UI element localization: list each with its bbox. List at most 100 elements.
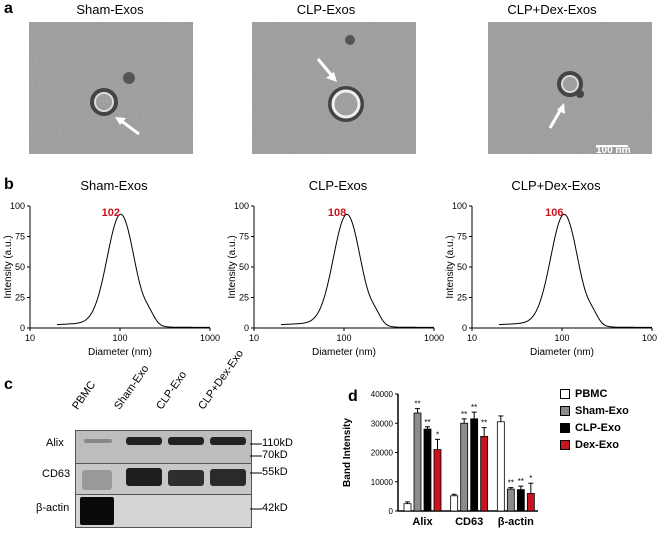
nta-ytick-label: 100 — [234, 201, 249, 211]
em-image-clpdex — [488, 22, 652, 154]
bar-sig-label: ** — [424, 418, 430, 427]
legend-label-clp: CLP-Exo — [575, 422, 621, 434]
bar-pbmc-2 — [496, 421, 505, 512]
bar-sig-label: ** — [518, 477, 524, 486]
nta-title-clpdex: CLP+Dex-Exos — [511, 178, 601, 193]
em-image-clp — [252, 22, 416, 154]
panel-label-d: d — [348, 388, 358, 405]
bar-category-label: β-actin — [498, 516, 534, 528]
nta-xtick-label: 10 — [249, 333, 259, 343]
wb-marker-42: 42kD — [262, 502, 288, 514]
nta-ytick-label: 0 — [244, 323, 249, 333]
nta-plot-1: 0 25 50 75 100 10 100 1000 Diameter (nm) Intensit… — [227, 201, 444, 358]
nta-title-clp: CLP-Exos — [308, 178, 368, 193]
nta-xtick-label: 10 — [467, 333, 477, 343]
nta-plot-0: 0 25 50 75 100 10 100 1000 Diameter (nm) Intensit… — [3, 201, 220, 358]
nta-xtick-label: 100 — [554, 333, 569, 343]
nta-ytick-label: 50 — [457, 262, 467, 272]
bar-dex-exo-1 — [480, 436, 489, 512]
nta-peak-label: 106 — [545, 207, 563, 219]
nta-ytick-label: 0 — [462, 323, 467, 333]
bar-ytick-label: 30000 — [371, 419, 394, 428]
bar-clp-exo-0 — [423, 428, 432, 512]
bar-sig-label: ** — [481, 419, 487, 428]
wb-row-actin: β-actin — [36, 502, 70, 514]
wb-lane-pbmc: PBMC — [70, 379, 99, 412]
bar-sig-label: * — [529, 474, 532, 483]
em-title-clpdex: CLP+Dex-Exos — [507, 2, 597, 17]
bar-ytick-label: 40000 — [371, 390, 394, 399]
bar-clp-exo-1 — [470, 418, 479, 512]
legend-item-sham: Sham-Exo — [560, 405, 629, 417]
nta-peak-label: 102 — [102, 207, 120, 219]
em-title-sham: Sham-Exos — [76, 2, 144, 17]
wb-lane-clp: CLP-Exo — [154, 369, 190, 412]
bar-sig-label: * — [436, 430, 439, 439]
bar-category-label: Alix — [412, 516, 433, 528]
nta-title-sham: Sham-Exos — [80, 178, 148, 193]
nta-xtick-label: 100 — [336, 333, 351, 343]
nta-ytick-label: 75 — [239, 232, 249, 242]
nta-ytick-label: 25 — [239, 293, 249, 303]
legend-swatch-pbmc — [560, 389, 570, 399]
wb-marker-110: 110kD — [262, 437, 293, 449]
legend-item-pbmc: PBMC — [560, 388, 607, 400]
nta-curve — [281, 213, 434, 328]
bar-ytick-label: 10000 — [371, 478, 394, 487]
legend-swatch-clp — [560, 423, 570, 433]
nta-ytick-label: 100 — [452, 201, 467, 211]
nta-ytick-label: 25 — [457, 293, 467, 303]
nta-xlabel: Diameter (nm) — [530, 347, 594, 358]
bar-sham-exo-1 — [460, 422, 469, 512]
wb-marker-ticks — [250, 443, 262, 510]
wb-blot-actin — [75, 494, 252, 528]
em-title-clp: CLP-Exos — [296, 2, 356, 17]
legend-label-dex: Dex-Exo — [575, 439, 620, 451]
bar-pbmc-0 — [403, 503, 412, 512]
wb-blot-alix — [75, 430, 252, 464]
bar-ytick-label: 20000 — [371, 449, 394, 458]
bar-category-label: CD63 — [455, 516, 483, 528]
em-scale-bar-label: 100 nm — [596, 145, 631, 156]
legend-label-sham: Sham-Exo — [575, 405, 629, 417]
nta-curve — [57, 213, 210, 328]
panel-label-a: a — [4, 0, 13, 17]
wb-row-cd63: CD63 — [42, 468, 71, 480]
nta-ytick-label: 25 — [15, 293, 25, 303]
em-image-sham — [29, 22, 193, 154]
bar-pbmc-1 — [450, 495, 459, 512]
bar-sig-label: ** — [461, 410, 467, 419]
wb-row-alix: Alix — [46, 437, 64, 449]
legend-item-clp: CLP-Exo — [560, 422, 621, 434]
nta-ylabel: Intensity (a.u.) — [227, 235, 238, 298]
bar-sig-label: ** — [414, 400, 420, 409]
legend-label-pbmc: PBMC — [575, 388, 608, 400]
nta-xtick-label: 100 — [112, 333, 127, 343]
nta-curve — [499, 213, 652, 328]
wb-blot-cd63 — [75, 463, 252, 495]
bar-sham-exo-0 — [413, 412, 422, 512]
nta-ytick-label: 100 — [10, 201, 25, 211]
bar-clp-exo-2 — [516, 489, 525, 512]
nta-plot-2: 0 25 50 75 100 10 100 1000 Diameter (nm) Intensit… — [445, 201, 657, 358]
bar-sig-label: ** — [471, 403, 477, 412]
nta-peak-label: 108 — [328, 207, 346, 219]
bar-ytick-label: 0 — [389, 507, 394, 516]
nta-ylabel: Intensity (a.u.) — [445, 235, 456, 298]
nta-ytick-label: 75 — [15, 232, 25, 242]
nta-xtick-label: 1000 — [200, 333, 220, 343]
nta-xlabel: Diameter (nm) — [88, 347, 152, 358]
nta-ytick-label: 75 — [457, 232, 467, 242]
nta-ylabel: Intensity (a.u.) — [3, 235, 14, 298]
bar-dex-exo-2 — [526, 493, 535, 512]
nta-xtick-label: 1000 — [424, 333, 444, 343]
legend-swatch-sham — [560, 406, 570, 416]
bar-ylabel: Band Intensity — [342, 418, 353, 487]
bar-sham-exo-2 — [506, 488, 515, 512]
legend-item-dex: Dex-Exo — [560, 439, 619, 451]
bar-dex-exo-0 — [433, 449, 442, 512]
panel-label-c: c — [4, 376, 13, 393]
nta-ytick-label: 50 — [15, 262, 25, 272]
